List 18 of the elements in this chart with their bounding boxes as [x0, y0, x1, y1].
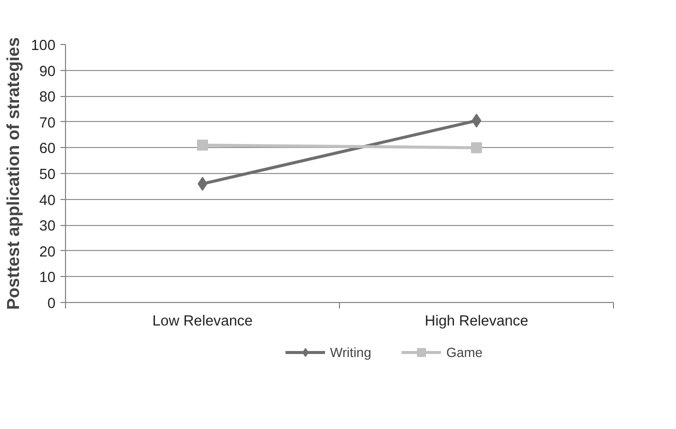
legend-label: Game [446, 344, 483, 360]
y-tick-label: 40 [39, 192, 56, 209]
y-tick-label: 0 [47, 296, 56, 312]
y-tick-label: 70 [39, 115, 56, 132]
y-tick-label: 90 [39, 64, 56, 80]
y-tick-label: 30 [39, 218, 56, 235]
y-tick-label: 100 [31, 38, 56, 54]
y-tick-label: 20 [39, 244, 56, 260]
x-tick-label: Low Relevance [152, 314, 253, 330]
y-tick-label: 60 [39, 141, 56, 158]
y-tick-label: 10 [39, 270, 56, 286]
legend-label: Writing [330, 344, 372, 360]
point [471, 142, 482, 154]
point [197, 140, 208, 151]
y-tick-label: 80 [39, 90, 56, 106]
y-axis-title: Posttest application of strategies [3, 37, 24, 310]
y-tick-label: 50 [39, 167, 56, 183]
x-tick-label: High Relevance [424, 314, 528, 330]
